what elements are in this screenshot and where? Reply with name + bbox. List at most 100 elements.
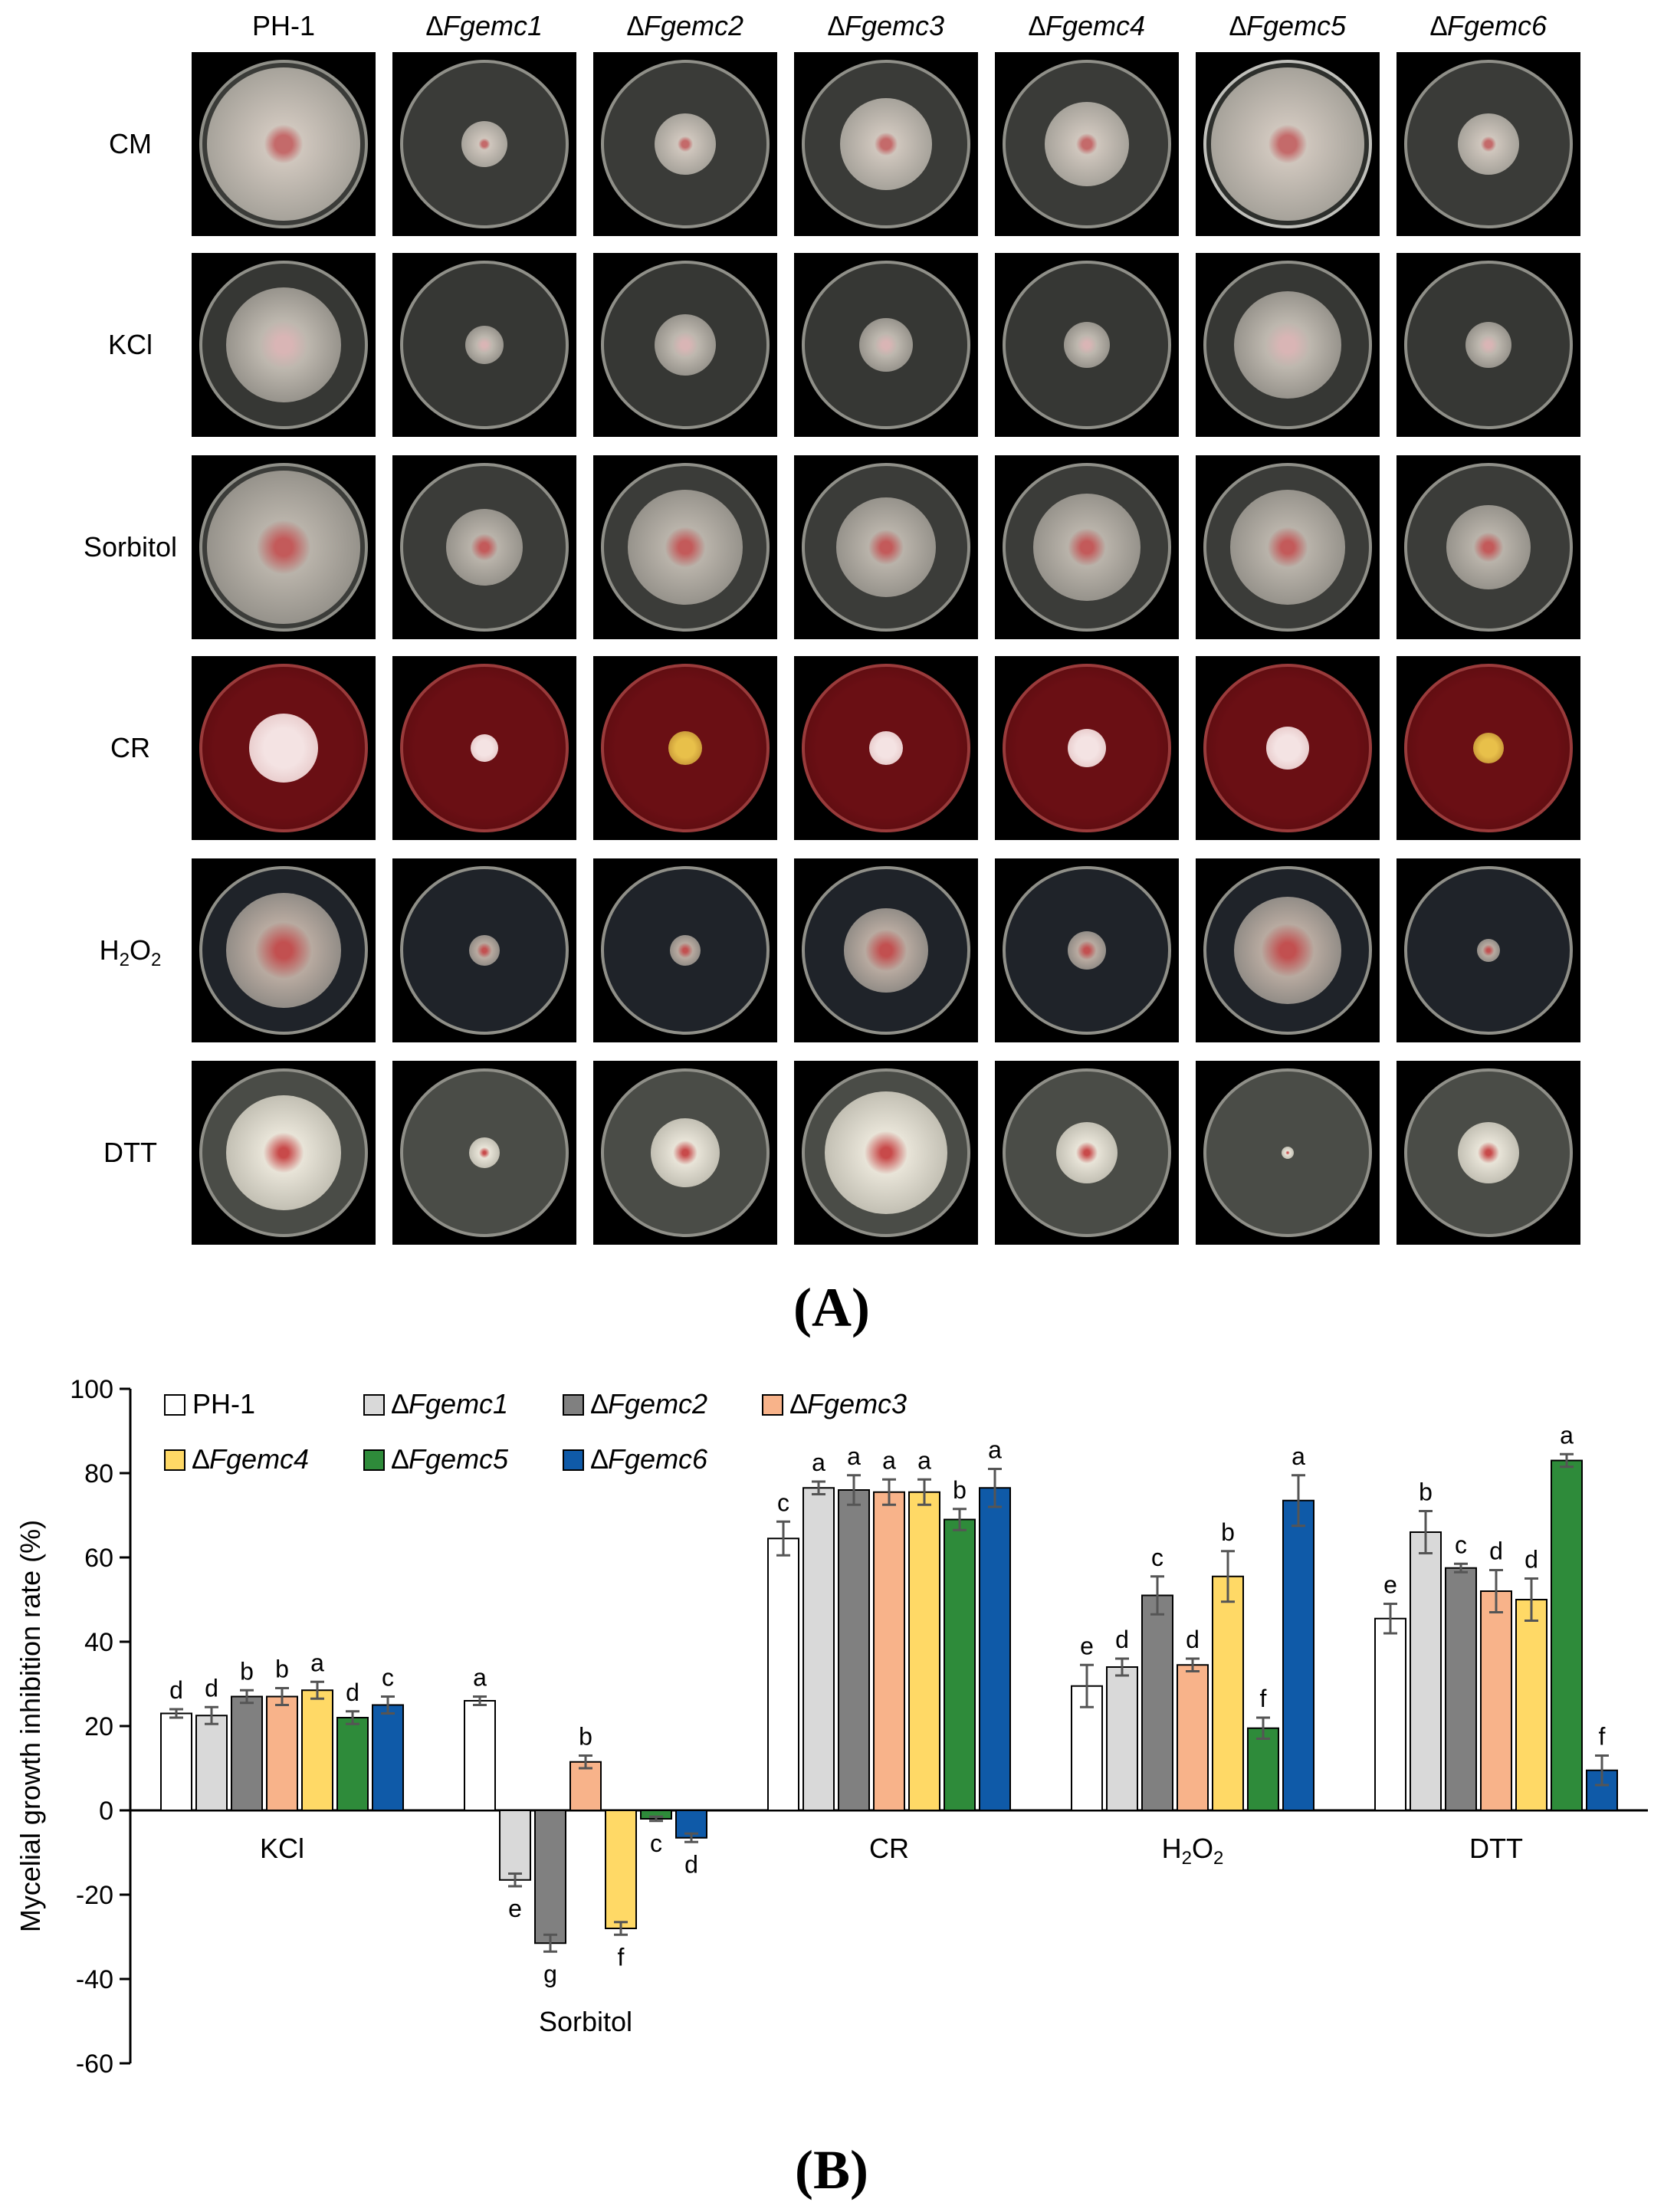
strain-label: ∆Fgemc5: [1229, 10, 1347, 41]
plate-image: [1196, 455, 1380, 639]
plate-image: [1196, 656, 1380, 840]
significance-letter: a: [473, 1664, 487, 1692]
significance-letter: b: [579, 1723, 592, 1751]
condition-label: CM: [109, 128, 152, 159]
legend-label: ∆Fgemc3: [790, 1388, 907, 1419]
significance-letter: f: [1599, 1723, 1606, 1751]
bar: [231, 1695, 263, 1811]
significance-letter: f: [618, 1943, 625, 1971]
bar: [1515, 1599, 1547, 1811]
y-tick-label: 20: [84, 1712, 113, 1741]
bar: [195, 1715, 228, 1811]
plate-image: [794, 52, 978, 236]
bar: [1212, 1575, 1244, 1811]
bar: [1445, 1567, 1477, 1811]
bar: [908, 1491, 940, 1811]
plate-image: [392, 1061, 576, 1245]
legend-swatch: [363, 1449, 385, 1471]
plate-grid-panel: PH-1 ∆Fgemc1 ∆Fgemc2 ∆Fgemc3 ∆Fgemc4 ∆Fgemc5 ∆…: [84, 10, 1580, 1245]
plate-image: [593, 656, 777, 840]
significance-letter: g: [543, 1960, 557, 1987]
significance-letter: a: [1560, 1421, 1574, 1449]
plate-image: [995, 858, 1179, 1042]
significance-letter: b: [1221, 1518, 1235, 1546]
plate-image: [593, 858, 777, 1042]
y-tick-label: 0: [99, 1797, 113, 1826]
bar: [675, 1810, 707, 1839]
plate-image: [1397, 253, 1580, 437]
significance-letter: d: [684, 1850, 698, 1878]
plate-image: [192, 253, 376, 437]
plate-image: [1397, 656, 1580, 840]
significance-letter: d: [205, 1674, 218, 1702]
legend-swatch: [363, 1394, 385, 1416]
plate-image: [1196, 858, 1380, 1042]
significance-letter: c: [650, 1830, 662, 1857]
strain-label: PH-1: [251, 10, 316, 41]
bar: [1247, 1727, 1279, 1811]
plate-image: [392, 656, 576, 840]
significance-letter: a: [310, 1649, 324, 1676]
significance-letter: d: [1489, 1538, 1503, 1565]
y-tick-label: 40: [84, 1628, 113, 1657]
bar: [1410, 1531, 1442, 1811]
bar: [1106, 1666, 1138, 1811]
strain-label: ∆Fgemc2: [626, 10, 744, 41]
bar: [266, 1695, 298, 1811]
bar: [336, 1717, 369, 1811]
plate-image: [593, 253, 777, 437]
category-label: DTT: [1469, 1833, 1523, 1864]
legend-label: ∆Fgemc1: [392, 1388, 508, 1419]
legend-label: ∆Fgemc5: [392, 1443, 509, 1475]
significance-letter: a: [847, 1442, 861, 1470]
category-label: H2O2: [1162, 1833, 1224, 1869]
plate-image: [794, 253, 978, 437]
bar: [1282, 1499, 1314, 1811]
legend-swatch: [164, 1449, 185, 1471]
plate-image: [1196, 253, 1380, 437]
condition-label: DTT: [103, 1137, 157, 1168]
significance-letter: b: [953, 1476, 967, 1504]
strain-label: ∆Fgemc6: [1429, 10, 1547, 41]
plate-image: [794, 1061, 978, 1245]
significance-letter: f: [1260, 1685, 1267, 1712]
bar: [1480, 1590, 1512, 1811]
plate-image: [995, 455, 1179, 639]
plate-image: [192, 858, 376, 1042]
bar: [1374, 1617, 1406, 1811]
category-label: CR: [869, 1833, 909, 1864]
significance-letter: a: [882, 1446, 896, 1474]
significance-letter: d: [1115, 1626, 1129, 1653]
plate-image: [794, 858, 978, 1042]
bar: [160, 1712, 192, 1811]
condition-label: H2O2: [99, 934, 162, 971]
y-axis-title: Mycelial growth inhibition rate (%): [15, 1520, 46, 1932]
inhibition-bar-chart: -60 -40 -20 0 20 40 60 80 100 Mycelial growth inh…: [15, 1375, 1648, 2079]
bar: [944, 1518, 976, 1811]
significance-letter: b: [240, 1657, 254, 1685]
bar: [1177, 1664, 1209, 1811]
legend-swatch: [563, 1449, 584, 1471]
significance-letter: c: [1151, 1544, 1163, 1571]
y-tick-label: 60: [84, 1544, 113, 1573]
plate-image: [192, 52, 376, 236]
y-tick-label: 100: [70, 1375, 113, 1404]
significance-letter: a: [917, 1446, 931, 1474]
significance-letter: a: [1291, 1442, 1305, 1470]
plate-image: [593, 455, 777, 639]
category-label: Sorbitol: [539, 2006, 632, 2037]
legend-label: PH-1: [192, 1388, 255, 1419]
legend-swatch: [164, 1394, 185, 1416]
significance-letter: a: [988, 1436, 1002, 1464]
bar: [464, 1700, 496, 1811]
significance-letter: d: [169, 1676, 183, 1704]
bar: [301, 1689, 333, 1811]
significance-letter: e: [1383, 1571, 1397, 1599]
plate-image: [995, 656, 1179, 840]
plate-image: [995, 253, 1179, 437]
plate-image: [392, 253, 576, 437]
plate-image: [794, 455, 978, 639]
bar: [534, 1810, 566, 1945]
legend-label: ∆Fgemc6: [591, 1443, 708, 1475]
bar: [873, 1491, 905, 1811]
